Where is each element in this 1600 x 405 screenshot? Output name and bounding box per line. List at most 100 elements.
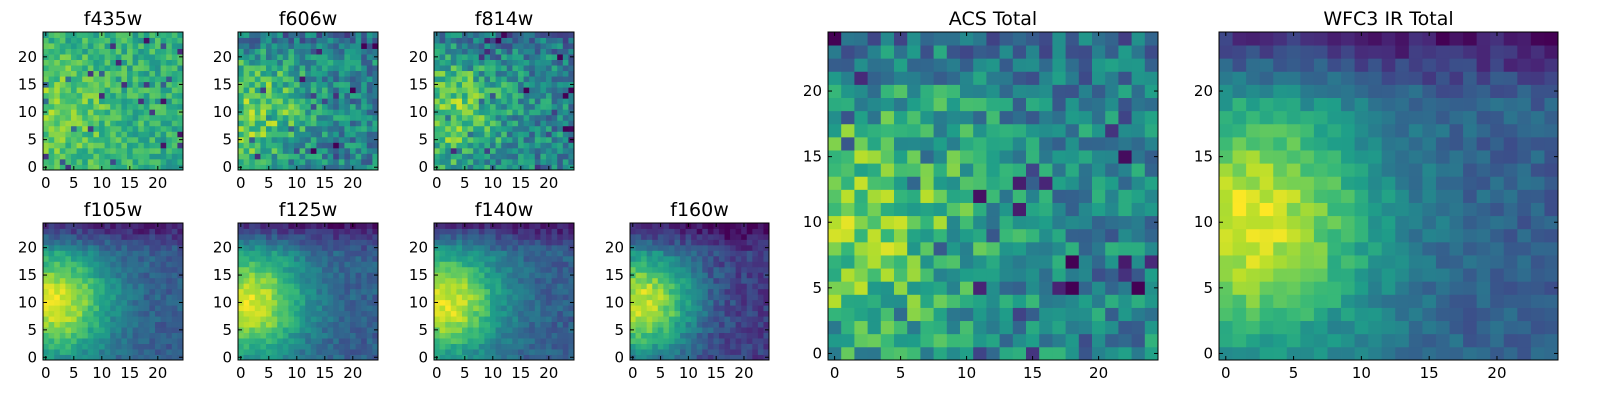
heatmap-cell: [697, 338, 703, 344]
heatmap-cell: [1026, 294, 1040, 308]
heatmap-cell: [854, 163, 868, 177]
heatmap-cell: [462, 142, 468, 148]
heatmap-cell: [960, 229, 974, 243]
heatmap-cell: [468, 256, 474, 262]
heatmap-cell: [708, 250, 714, 256]
heatmap-cell: [322, 49, 328, 55]
heatmap-cell: [121, 305, 127, 311]
heatmap-cell: [445, 76, 451, 82]
heatmap-cell: [484, 311, 490, 317]
heatmap-cell: [344, 137, 350, 143]
heatmap-cell: [294, 256, 300, 262]
heatmap-cell: [328, 120, 334, 126]
heatmap-cell: [468, 98, 474, 104]
heatmap-cell: [674, 272, 680, 278]
heatmap-cell: [540, 289, 546, 295]
heatmap-cell: [663, 245, 669, 251]
heatmap-cell: [255, 82, 261, 88]
heatmap-cell: [322, 109, 328, 115]
heatmap-cell: [149, 223, 155, 229]
heatmap-cell: [479, 322, 485, 328]
heatmap-cell: [451, 333, 457, 339]
heatmap-cell: [1079, 308, 1093, 322]
heatmap-cell: [49, 245, 55, 251]
heatmap-cell: [468, 338, 474, 344]
heatmap-cell: [697, 322, 703, 328]
heatmap-cell: [133, 333, 139, 339]
heatmap-cell: [255, 98, 261, 104]
heatmap-cell: [116, 71, 122, 77]
heatmap-cell: [524, 234, 530, 240]
heatmap-cell: [300, 98, 306, 104]
heatmap-cell: [238, 344, 244, 350]
heatmap-cell: [552, 82, 558, 88]
heatmap-cell: [960, 176, 974, 190]
heatmap-cell: [238, 159, 244, 165]
heatmap-cell: [54, 54, 60, 60]
heatmap-cell: [490, 98, 496, 104]
heatmap-cell: [540, 38, 546, 44]
heatmap-cell: [54, 60, 60, 66]
heatmap-cell: [249, 322, 255, 328]
heatmap-cell: [328, 349, 334, 355]
heatmap-cell: [88, 289, 94, 295]
heatmap-cell: [99, 338, 105, 344]
heatmap-cell: [93, 87, 99, 93]
heatmap-cell: [451, 153, 457, 159]
x-tick-label: 20: [148, 364, 167, 382]
heatmap-cell: [552, 228, 558, 234]
heatmap-cell: [60, 223, 66, 229]
heatmap-cell: [1066, 242, 1080, 256]
heatmap-cell: [484, 239, 490, 245]
heatmap-cell: [110, 131, 116, 137]
heatmap-cell: [99, 82, 105, 88]
heatmap-cell: [630, 305, 636, 311]
heatmap-cell: [60, 245, 66, 251]
heatmap-cell: [934, 229, 948, 243]
heatmap-cell: [127, 148, 133, 154]
heatmap-cell: [708, 267, 714, 273]
heatmap-cell: [535, 159, 541, 165]
heatmap-cell: [697, 223, 703, 229]
y-tick-label: 5: [27, 131, 37, 149]
heatmap-cell: [546, 142, 552, 148]
heatmap-cell: [155, 289, 161, 295]
heatmap-cell: [708, 245, 714, 251]
heatmap-cell: [272, 71, 278, 77]
heatmap-cell: [434, 283, 440, 289]
heatmap-cell: [647, 245, 653, 251]
heatmap-cell: [546, 87, 552, 93]
heatmap-cell: [361, 267, 367, 273]
heatmap-cell: [110, 294, 116, 300]
heatmap-cell: [512, 49, 518, 55]
heatmap-cell: [535, 43, 541, 49]
heatmap-cell: [1105, 203, 1119, 217]
heatmap-cell: [563, 256, 569, 262]
heatmap-cell: [496, 65, 502, 71]
heatmap-cell: [854, 255, 868, 269]
heatmap-cell: [333, 115, 339, 121]
heatmap-cell: [697, 228, 703, 234]
heatmap-cell: [161, 322, 167, 328]
heatmap-cell: [49, 305, 55, 311]
heatmap-cell: [496, 131, 502, 137]
heatmap-cell: [473, 82, 479, 88]
heatmap-cell: [249, 131, 255, 137]
heatmap-cell: [907, 281, 921, 295]
heatmap-cell: [93, 115, 99, 121]
heatmap-cell: [60, 267, 66, 273]
heatmap-cell: [339, 300, 345, 306]
heatmap-cell: [434, 104, 440, 110]
heatmap-cell: [1039, 268, 1053, 282]
heatmap-cell: [1013, 163, 1027, 177]
heatmap-cell: [322, 126, 328, 132]
heatmap-cell: [725, 239, 731, 245]
heatmap-cell: [283, 32, 289, 38]
heatmap-cell: [71, 311, 77, 317]
heatmap-cell: [468, 272, 474, 278]
heatmap-cell: [512, 137, 518, 143]
heatmap-cell: [283, 60, 289, 66]
heatmap-cell: [473, 38, 479, 44]
heatmap-cell: [719, 316, 725, 322]
heatmap-cell: [462, 93, 468, 99]
